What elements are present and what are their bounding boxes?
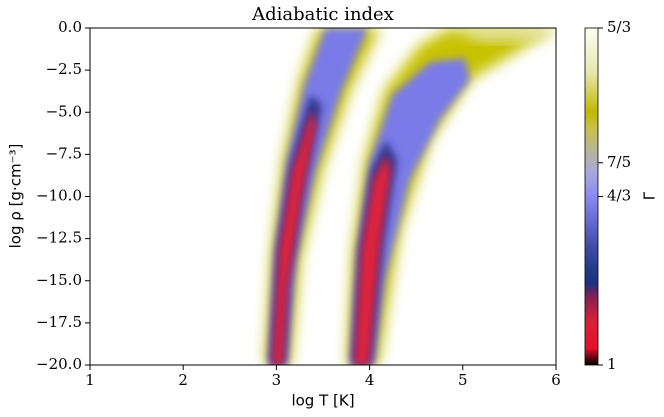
x-tick-label: 2 <box>178 371 188 389</box>
y-axis-label: log ρ [g·cm⁻³] <box>7 144 25 249</box>
colorbar-tick-label: 5/3 <box>607 18 631 36</box>
y-tick-label: −2.5 <box>46 60 82 78</box>
y-tick-label: −17.5 <box>36 313 82 331</box>
chart-title: Adiabatic index <box>251 4 394 25</box>
x-tick-label: 1 <box>85 371 95 389</box>
y-tick-label: −12.5 <box>36 229 82 247</box>
x-tick-label: 5 <box>458 371 468 389</box>
colorbar-label: Γ <box>641 191 659 200</box>
colorbar <box>584 27 599 366</box>
y-tick-label: −10.0 <box>36 187 82 205</box>
colorbar-tick-label: 1 <box>607 355 617 373</box>
x-tick-label: 3 <box>272 371 282 389</box>
y-tick-label: −7.5 <box>46 144 82 162</box>
x-tick-label: 6 <box>551 371 561 389</box>
colorbar-tick-label: 4/3 <box>607 187 631 205</box>
colorbar-tick-label: 7/5 <box>607 153 631 171</box>
y-tick-label: −20.0 <box>36 355 82 373</box>
x-axis-label: log T [K] <box>291 392 354 410</box>
heatmap-field <box>265 28 556 365</box>
y-tick-label: 0.0 <box>58 18 82 36</box>
y-tick-label: −5.0 <box>46 102 82 120</box>
x-tick-label: 4 <box>365 371 375 389</box>
y-tick-label: −15.0 <box>36 271 82 289</box>
